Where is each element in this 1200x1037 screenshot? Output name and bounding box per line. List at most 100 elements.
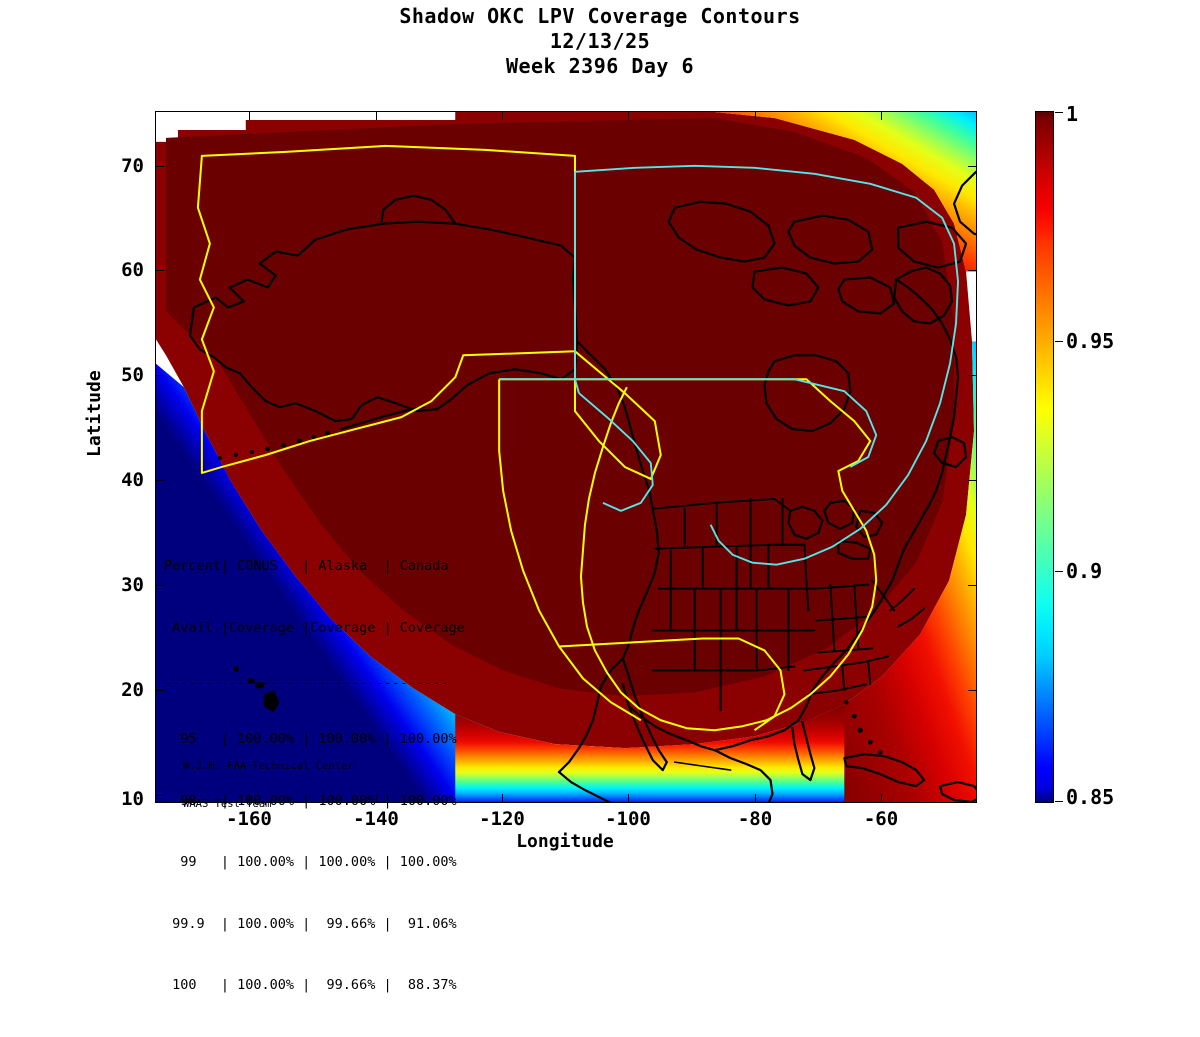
mexico-internal-border (673, 761, 732, 771)
ytick-50 (155, 375, 164, 377)
xtick-top-120 (502, 111, 504, 120)
ytick-right-70 (968, 166, 977, 168)
xtick-label-60: -60 (863, 808, 899, 830)
conus-fir-west (498, 379, 642, 722)
coverage-inner-core (165, 117, 955, 697)
coastline-canada-west (575, 340, 650, 491)
ytick-label-50: 50 (121, 364, 144, 386)
ytick-right-50 (968, 375, 977, 377)
coverage-falloff-pacific (156, 356, 625, 802)
ytick-label-40: 40 (121, 469, 144, 491)
credit-line-2: WAAS Test Team (183, 797, 272, 810)
coastline-alaska (188, 220, 579, 423)
coastline-greenland (952, 170, 976, 236)
ytick-40 (155, 480, 164, 482)
colorbar-tick-085 (1055, 801, 1063, 803)
xtick-160 (249, 794, 251, 803)
us-state-boundaries (651, 497, 926, 712)
coastline-great-lakes (787, 505, 824, 540)
coverage-map-svg (156, 112, 976, 802)
ytick-label-20: 20 (121, 679, 144, 701)
colorbar-label-085: 0.85 (1066, 785, 1115, 809)
conus-fir-southern (558, 637, 786, 732)
xtick-80 (755, 794, 757, 803)
coastline-arctic-5 (897, 220, 968, 269)
xtick-top-80 (755, 111, 757, 120)
xtick-100 (628, 794, 630, 803)
colorbar-label-09: 0.9 (1066, 559, 1103, 583)
ytick-70 (155, 166, 164, 168)
bahamas-islands (844, 700, 883, 755)
colorbar[interactable] (1035, 111, 1054, 803)
coastline-newfoundland (933, 435, 968, 469)
coastline-cuba (843, 753, 926, 788)
xtick-top-60 (881, 111, 883, 120)
ytick-label-70: 70 (121, 155, 144, 177)
colorbar-label-095: 0.95 (1066, 329, 1115, 353)
ytick-right-40 (968, 480, 977, 482)
x-axis-title: Longitude (516, 831, 614, 852)
colorbar-tick-09 (1055, 571, 1063, 573)
aleutian-islands (217, 430, 330, 460)
stats-row-100: 100 | 100.00% | 99.66% | 88.37% (164, 977, 457, 993)
coastline-hispaniola (938, 780, 976, 802)
xtick-120 (502, 794, 504, 803)
coastline-us-east (627, 705, 716, 752)
credit-block: W.J.H. FAA Technical Center WAAS Test Te… (183, 735, 354, 835)
colorbar-gradient (1036, 112, 1053, 802)
alaska-panhandle-fir (573, 350, 662, 480)
y-axis-title: Latitude (84, 370, 105, 457)
coastline-aleutians (340, 406, 425, 431)
ytick-60 (155, 270, 164, 272)
coverage-falloff-atlantic (804, 341, 976, 802)
canada-fir-boundary (499, 164, 959, 566)
coastline-baja (621, 657, 668, 772)
colorbar-tick-095 (1055, 341, 1063, 343)
stats-row-98: 98 | 100.00% | 100.00% | 100.00% (164, 792, 457, 809)
ytick-30 (155, 585, 164, 587)
xtick-label-80: -80 (737, 808, 773, 830)
alaska-fir-boundary (196, 144, 576, 474)
coastline-florida (791, 721, 816, 782)
xtick-label-140: -140 (353, 808, 399, 830)
xtick-label-160: -160 (226, 808, 272, 830)
coverage-falloff-arctic (584, 112, 976, 272)
coastline-arctic-1 (667, 200, 776, 263)
coastline-gulf-yucatan (713, 749, 774, 802)
xtick-label-120: -120 (479, 808, 525, 830)
ytick-right-20 (968, 690, 977, 692)
xtick-60 (881, 794, 883, 803)
xtick-top-160 (249, 111, 251, 120)
ytick-right-60 (968, 270, 977, 272)
colorbar-tick-1 (1055, 112, 1063, 114)
stats-divider: ----------------------------------- (164, 675, 449, 691)
coastline-hudson-bay (763, 354, 852, 433)
coastline-arctic-4 (837, 276, 896, 315)
coastline-arctic-2 (787, 214, 874, 265)
stats-header-row-1: Percent| CONUS | Alaska | Canada (164, 558, 449, 574)
stats-row-99: 99 | 100.00% | 100.00% | 100.00% (164, 854, 457, 870)
credit-line-1: W.J.H. FAA Technical Center (183, 760, 354, 772)
title-line-2: 12/13/25 (549, 29, 651, 53)
coastline-arctic-alaska (380, 194, 457, 225)
stats-row-95: 95 | 100.00% | 100.00% | 100.00% (164, 731, 457, 747)
map-plot-area[interactable] (155, 111, 977, 803)
ytick-right-30 (968, 585, 977, 587)
ytick-label-60: 60 (121, 259, 144, 281)
coverage-stats-table: Percent| CONUS | Alaska | Canada Avail.|… (164, 515, 465, 1037)
figure-title: Shadow OKC LPV Coverage Contours 12/13/2… (0, 4, 1200, 79)
coastline-mexico-central (557, 770, 612, 802)
ytick-10 (155, 795, 164, 797)
stats-row-999: 99.9 | 100.00% | 99.66% | 91.06% (164, 915, 457, 932)
colorbar-label-1: 1 (1066, 102, 1079, 126)
coastlines (188, 170, 976, 802)
ytick-label-10: 10 (121, 788, 144, 810)
xtick-140 (376, 794, 378, 803)
title-line-3: Week 2396 Day 6 (505, 54, 695, 78)
stats-header-row-2: Avail.|Coverage |Coverage | Coverage (164, 619, 465, 636)
xtick-top-140 (376, 111, 378, 120)
hawaiian-islands (233, 666, 280, 713)
coastline-canada-east (895, 278, 960, 508)
title-line-1: Shadow OKC LPV Coverage Contours (399, 4, 801, 28)
xtick-top-100 (628, 111, 630, 120)
